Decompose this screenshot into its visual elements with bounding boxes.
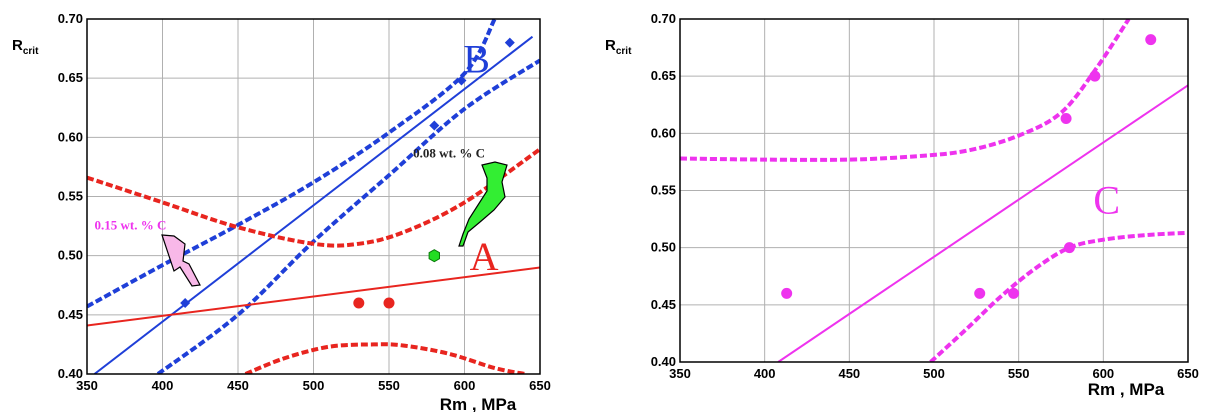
x-tick-label: 350 [669,366,691,381]
y-tick-label: 0.40 [58,366,83,381]
confidence-band-lower [156,58,540,374]
y-tick-label: 0.50 [651,240,676,255]
data-point [974,287,986,299]
y-tick-label: 0.60 [58,129,83,144]
curve-label: B [463,36,490,81]
data-point [180,298,191,308]
x-tick-label: 600 [1092,366,1114,381]
y-tick-label: 0.70 [651,11,676,26]
x-axis-label: Rm , MPa [440,395,517,412]
y-axis-label: Rcrit [12,37,39,57]
green-arrow [458,161,508,247]
y-tick-label: 0.45 [58,307,83,322]
plot-frame [86,18,541,375]
y-tick-label: 0.55 [58,189,83,204]
annotation-label: 0.08 wt. % C [413,145,485,160]
pink-arrow [161,234,201,287]
y-tick-label: 0.70 [58,11,83,26]
data-point [1089,70,1101,82]
confidence-band-upper [680,19,1131,162]
plot-frame [679,18,1189,363]
plot-area [680,19,1188,362]
data-point [781,287,793,299]
regression-line [87,266,540,327]
confidence-band-upper [87,147,540,248]
x-tick-label: 600 [454,378,476,393]
x-tick-label: 500 [303,378,325,393]
x-tick-label: 400 [152,378,174,393]
x-tick-label: 500 [923,366,945,381]
x-axis-label: Rm , MPa [1088,380,1165,399]
confidence-band-lower [929,230,1188,362]
annotation-label: 0.15 wt. % C [95,218,167,233]
x-tick-label: 650 [1177,366,1199,381]
regression-line [777,84,1188,362]
y-axis-label: Rcrit [605,37,632,57]
y-tick-label: 0.50 [58,248,83,263]
regression-line [93,35,534,374]
y-tick-label: 0.45 [651,297,676,312]
y-axis-label-sub: crit [23,46,39,57]
data-point [504,37,515,48]
data-point [353,297,365,309]
y-tick-label: 0.40 [651,354,676,369]
y-axis-label-main: R [12,37,23,54]
x-tick-label: 400 [754,366,776,381]
data-point [428,249,440,263]
data-point [429,120,440,131]
curve-label: C [1093,177,1120,222]
chart-right: 350 400 450 500 550 600 650 0.40 0.45 0.50 0.55 0.6… [605,11,1199,399]
data-point [1008,287,1020,299]
data-point [383,297,395,309]
x-tick-label: 350 [76,378,98,393]
y-axis-label-main: R [605,37,616,54]
data-point [1060,112,1072,124]
x-tick-label: 650 [529,378,551,393]
y-tick-label: 0.65 [58,70,83,85]
x-tick-label: 550 [378,378,400,393]
data-point [456,75,467,86]
chart-left: 350 400 450 500 550 600 650 0.40 0.45 0.50 0.55 0.6… [12,11,551,412]
annotation-arrows [161,161,508,287]
confidence-band-upper [87,19,497,309]
confidence-band-lower [244,342,526,374]
y-tick-label: 0.55 [651,183,676,198]
y-axis-label-sub: crit [616,46,632,57]
x-tick-label: 450 [227,378,249,393]
curve-label: A [470,234,499,279]
y-tick-label: 0.65 [651,68,676,83]
x-tick-label: 450 [838,366,860,381]
y-tick-label: 0.60 [651,125,676,140]
data-point [1063,242,1075,254]
data-point [1145,34,1157,46]
x-tick-label: 550 [1008,366,1030,381]
plot-area [87,19,540,374]
